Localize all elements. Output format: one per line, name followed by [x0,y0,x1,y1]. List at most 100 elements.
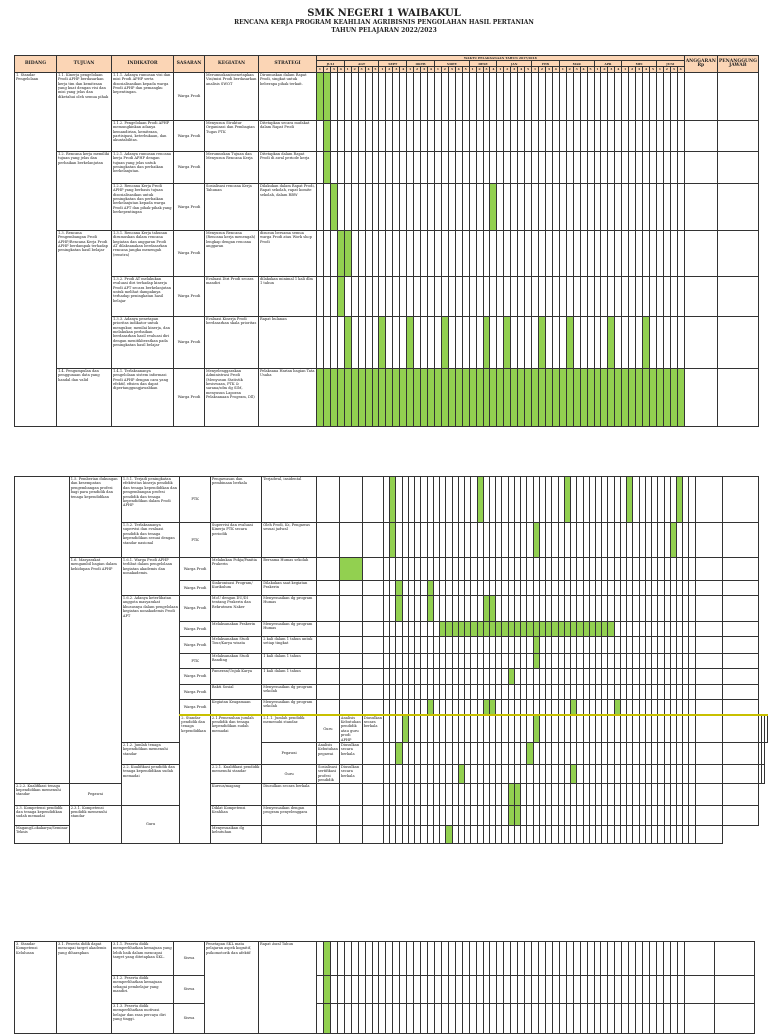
pj-cell [721,684,760,700]
anggaran-cell [683,941,715,976]
week-cell [413,229,422,277]
week-cell [392,229,401,277]
week-cell [635,941,644,976]
kegiatan-cell: Menyusun Struktur Organisasi dan Pembagi… [204,119,259,152]
week-cell [329,941,338,976]
week-cell [489,315,498,369]
tujuan-cell: 2.1.Pemenuhan jumlah pendidik dan tenaga… [209,713,263,765]
week-cell [593,71,602,121]
week-cell [361,595,385,622]
scheduled-week-cell [316,71,324,121]
week-cell [329,275,338,317]
anggaran-cell [694,595,723,622]
week-cell [635,182,644,231]
week-cell [510,150,519,184]
week-cell [649,941,657,976]
pj-cell [713,941,755,976]
week-cell [433,975,442,1004]
week-header: 2 [628,66,637,73]
scheduled-week-cell [565,367,574,427]
week-cell [371,315,380,369]
week-cell [420,119,428,152]
scheduled-week-cell [565,315,574,369]
week-cell [614,119,623,152]
week-cell [461,275,470,317]
week-cell [586,975,595,1004]
anggaran-cell [694,804,723,826]
table-row: 1.3.3. Adanya penetapan prioritas indika… [15,315,759,369]
week-cell [503,71,512,121]
week-cell [524,1003,533,1034]
pj-cell [713,975,755,1004]
week-cell [385,941,394,976]
scheduled-week-cell [322,1003,331,1034]
week-cell [642,119,650,152]
kegiatan-cell: Melaksanakan Studi Banding [209,653,263,669]
week-cell [385,1003,394,1034]
week-cell [447,315,456,369]
week-cell [642,941,650,976]
tujuan-cell: 3.1. Peserta didik dapat mencapai target… [56,941,112,1034]
kegiatan-cell: Magang/Lokakarya/Seminar Teknis [14,824,70,844]
pj-cell [721,804,760,826]
pj-cell [721,668,760,685]
week-cell [538,150,546,184]
week-cell [315,699,340,715]
week-cell [524,315,533,369]
indikator-cell: 3.1.2. Peserta didik memperlihatkan kema… [111,975,174,1004]
week-cell [531,119,539,152]
week-cell [510,71,519,121]
sasaran-cell: Warga Prodi [179,580,211,596]
week-cell [406,975,415,1004]
week-cell [378,119,387,152]
week-cell [371,150,380,184]
week-cell [433,275,442,317]
week-cell [336,71,345,121]
week-cell [655,1003,664,1034]
scheduled-week-cell [350,367,359,427]
week-cell [551,119,560,152]
tujuan-cell: 1.3. Rencana Pengembangan Prodi APHP/Ren… [56,229,112,369]
week-cell [662,1003,671,1034]
kegiatan-cell: Menyusun Rencana (Rencana kerja menengah… [204,229,259,277]
week-cell [538,119,546,152]
strategi-cell: Pelaksana Harian bagian Tata Usaha [258,367,317,427]
sasaran-cell: Warga Prodi [173,119,205,152]
indikator-cell: 2.2.2. Kualifikasi tenaga kependidikan m… [14,782,70,806]
week-cell [364,975,373,1004]
scheduled-week-cell [517,367,526,427]
week-cell [669,119,678,152]
week-header: 2 [662,66,671,73]
week-cell [531,275,539,317]
week-cell [440,71,449,121]
week-cell [621,1003,630,1034]
week-cell [468,315,477,369]
week-cell [378,1003,387,1034]
week-cell [489,975,498,1004]
scheduled-week-cell [322,975,331,1004]
week-cell [721,763,760,784]
week-cell [461,315,470,369]
week-cell [427,71,435,121]
table-row: 2.2.2. Kualifikasi tenaga kependidikan m… [14,782,768,806]
week-cell [510,975,519,1004]
week-cell [676,1003,685,1034]
week-cell [565,71,574,121]
week-cell [558,275,567,317]
week-cell [538,941,546,976]
indikator-cell: 3.1.3. Peserta didik memperlihatkan moti… [111,1003,174,1034]
week-cell [440,275,449,317]
week-cell [551,1003,560,1034]
pj-cell [713,1003,755,1034]
sasaran-cell: Warga Prodi [173,367,205,427]
week-cell [642,275,650,317]
week-cell [635,150,644,184]
pj-cell [721,636,760,654]
week-cell [364,275,373,317]
week-cell [565,1003,574,1034]
week-cell [531,71,539,121]
week-cell [392,71,401,121]
week-cell [338,580,363,596]
week-cell [621,182,630,231]
anggaran-cell [694,621,723,637]
